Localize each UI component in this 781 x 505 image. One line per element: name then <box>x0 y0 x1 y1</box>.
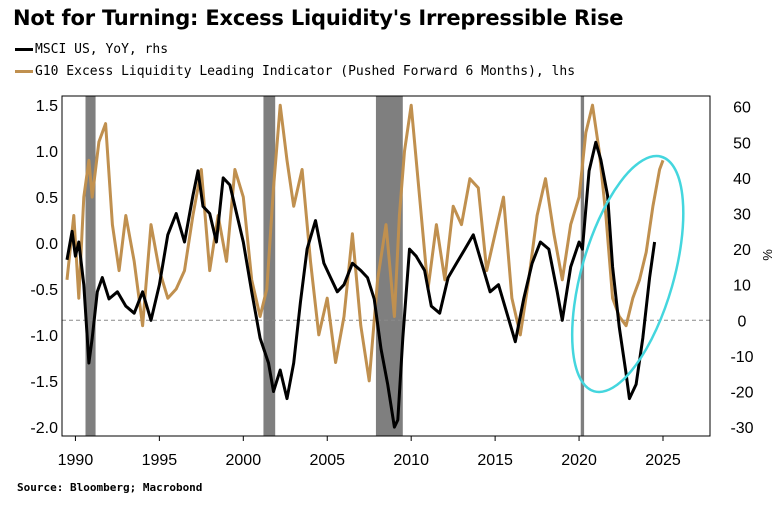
right-tick-label: 50 <box>733 135 751 152</box>
right-axis-unit: % <box>760 249 775 261</box>
right-tick-label: 0 <box>738 313 747 330</box>
g10-liquidity-line <box>65 103 665 383</box>
x-tick-label: 2005 <box>309 452 345 469</box>
x-tick-label: 2020 <box>561 452 597 469</box>
x-tick-label: 2015 <box>477 452 513 469</box>
x-tick-label: 2025 <box>645 452 681 469</box>
source-note: Source: Bloomberg; Macrobond <box>17 481 203 494</box>
x-tick-label: 1990 <box>58 452 94 469</box>
right-tick-label: 20 <box>733 242 751 259</box>
left-tick-label: -2.0 <box>30 420 58 437</box>
legend-label-msci: MSCI US, YoY, rhs <box>35 42 169 57</box>
chart-title: Not for Turning: Excess Liquidity's Irre… <box>13 6 624 30</box>
legend-label-liquidity: G10 Excess Liquidity Leading Indicator (… <box>35 64 576 79</box>
left-tick-label: -0.5 <box>30 282 58 299</box>
left-tick-label: 0.5 <box>36 190 58 207</box>
right-tick-label: -30 <box>730 420 753 437</box>
legend-item-msci: MSCI US, YoY, rhs <box>15 42 168 57</box>
msci-us-line <box>65 140 657 429</box>
left-tick-label: -1.0 <box>30 328 58 345</box>
plot-frame <box>61 95 711 437</box>
recession-band-0 <box>85 96 96 436</box>
right-tick-label: 40 <box>733 171 751 188</box>
right-tick-label: 10 <box>733 278 751 295</box>
right-tick-label: 60 <box>733 100 751 117</box>
legend-swatch-msci <box>15 48 33 51</box>
right-tick-label: -20 <box>730 384 753 401</box>
right-tick-label: -10 <box>730 349 753 366</box>
left-tick-label: 1.0 <box>36 144 58 161</box>
x-tick-label: 2010 <box>393 452 429 469</box>
left-tick-label: 0.0 <box>36 236 58 253</box>
legend-swatch-liquidity <box>15 70 33 73</box>
legend-item-liquidity: G10 Excess Liquidity Leading Indicator (… <box>15 64 575 79</box>
x-tick-label: 1995 <box>142 452 178 469</box>
x-tick-label: 2000 <box>226 452 262 469</box>
highlight-ellipse <box>570 154 685 394</box>
right-tick-label: 30 <box>733 206 751 223</box>
left-tick-label: -1.5 <box>30 374 58 391</box>
left-tick-label: 1.5 <box>36 98 58 115</box>
